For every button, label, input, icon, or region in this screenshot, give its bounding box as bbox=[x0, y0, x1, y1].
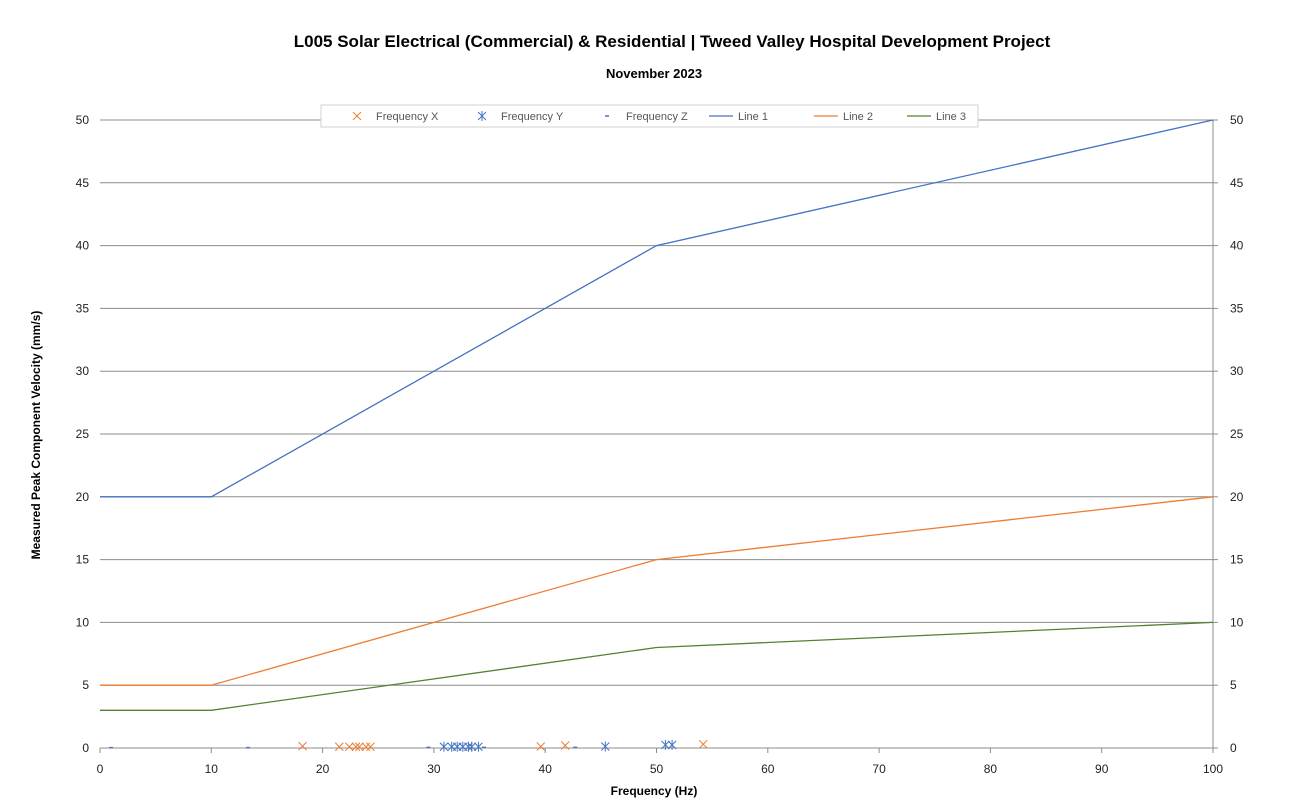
y2-tick-label: 25 bbox=[1230, 427, 1244, 441]
data-point bbox=[447, 741, 457, 752]
y-axis-title: Measured Peak Component Velocity (mm/s) bbox=[29, 311, 43, 560]
data-point bbox=[361, 742, 371, 752]
x-tick-label: 60 bbox=[761, 762, 775, 776]
legend-label: Frequency Z bbox=[626, 111, 688, 123]
data-point bbox=[439, 741, 449, 752]
y2-tick-label: 50 bbox=[1230, 113, 1244, 127]
legend: Frequency X Frequency Y Frequency Z Line 1 L… bbox=[320, 104, 979, 128]
y2-tick-label: 30 bbox=[1230, 364, 1244, 378]
data-point bbox=[344, 742, 354, 752]
chart-title: L005 Solar Electrical (Commercial) & Res… bbox=[294, 32, 1051, 51]
y2-tick-label: 0 bbox=[1230, 741, 1237, 755]
series-line bbox=[100, 119, 1214, 498]
data-point bbox=[458, 741, 468, 752]
data-point bbox=[661, 739, 670, 750]
data-point bbox=[474, 741, 483, 752]
y-tick-label: 35 bbox=[76, 301, 90, 315]
data-point bbox=[560, 741, 570, 750]
axes bbox=[99, 119, 1218, 753]
chart-subtitle: November 2023 bbox=[606, 66, 702, 81]
y-tick-label: 40 bbox=[76, 239, 90, 253]
legend-swatch bbox=[477, 111, 487, 121]
data-point bbox=[667, 739, 677, 750]
legend-label: Line 1 bbox=[738, 111, 768, 123]
legend-label: Line 3 bbox=[936, 111, 966, 123]
x-tick-label: 90 bbox=[1095, 762, 1109, 776]
data-point bbox=[351, 742, 361, 752]
data-point bbox=[366, 742, 375, 752]
data-point bbox=[698, 739, 708, 749]
y-tick-label: 0 bbox=[82, 741, 89, 755]
y2-tick-label: 15 bbox=[1230, 553, 1244, 567]
x-axis-title: Frequency (Hz) bbox=[611, 784, 698, 798]
y2-tick-label: 45 bbox=[1230, 176, 1244, 190]
data-point bbox=[467, 741, 477, 752]
x-tick-label: 50 bbox=[650, 762, 664, 776]
x-tick-label: 0 bbox=[97, 762, 104, 776]
x-tick-label: 100 bbox=[1203, 762, 1223, 776]
legend-label: Frequency X bbox=[376, 111, 439, 123]
data-point bbox=[600, 741, 610, 752]
legend-swatch bbox=[352, 111, 362, 121]
y-tick-label: 15 bbox=[76, 553, 90, 567]
data-point bbox=[298, 741, 307, 751]
x-tick-label: 70 bbox=[872, 762, 886, 776]
y2-tick-label: 5 bbox=[1230, 678, 1237, 692]
tick-labels: 0 10 20 30 40 50 60 70 80 90 100051015202530354045… bbox=[76, 113, 1244, 776]
series bbox=[100, 119, 1214, 752]
series-line bbox=[100, 621, 1214, 711]
x-tick-label: 10 bbox=[205, 762, 219, 776]
legend-label: Frequency Y bbox=[501, 111, 564, 123]
y-tick-label: 10 bbox=[76, 615, 90, 629]
y-tick-label: 25 bbox=[76, 427, 90, 441]
series-line bbox=[100, 496, 1214, 686]
x-tick-label: 40 bbox=[539, 762, 553, 776]
legend-label: Line 2 bbox=[843, 111, 873, 123]
x-tick-label: 80 bbox=[984, 762, 998, 776]
data-point bbox=[334, 742, 344, 752]
gridlines bbox=[100, 119, 1213, 686]
legend-box bbox=[320, 104, 979, 128]
x-tick-label: 20 bbox=[316, 762, 330, 776]
data-point bbox=[536, 742, 546, 751]
data-point bbox=[452, 741, 462, 752]
y2-tick-label: 35 bbox=[1230, 301, 1244, 315]
y-tick-label: 20 bbox=[76, 490, 90, 504]
y-tick-label: 30 bbox=[76, 364, 90, 378]
y-tick-label: 5 bbox=[82, 678, 89, 692]
y2-tick-label: 40 bbox=[1230, 239, 1244, 253]
y-tick-label: 45 bbox=[76, 176, 90, 190]
data-point bbox=[354, 742, 364, 752]
x-tick-label: 30 bbox=[427, 762, 441, 776]
y2-tick-label: 20 bbox=[1230, 490, 1244, 504]
y-tick-label: 50 bbox=[76, 113, 90, 127]
y2-tick-label: 10 bbox=[1230, 615, 1244, 629]
